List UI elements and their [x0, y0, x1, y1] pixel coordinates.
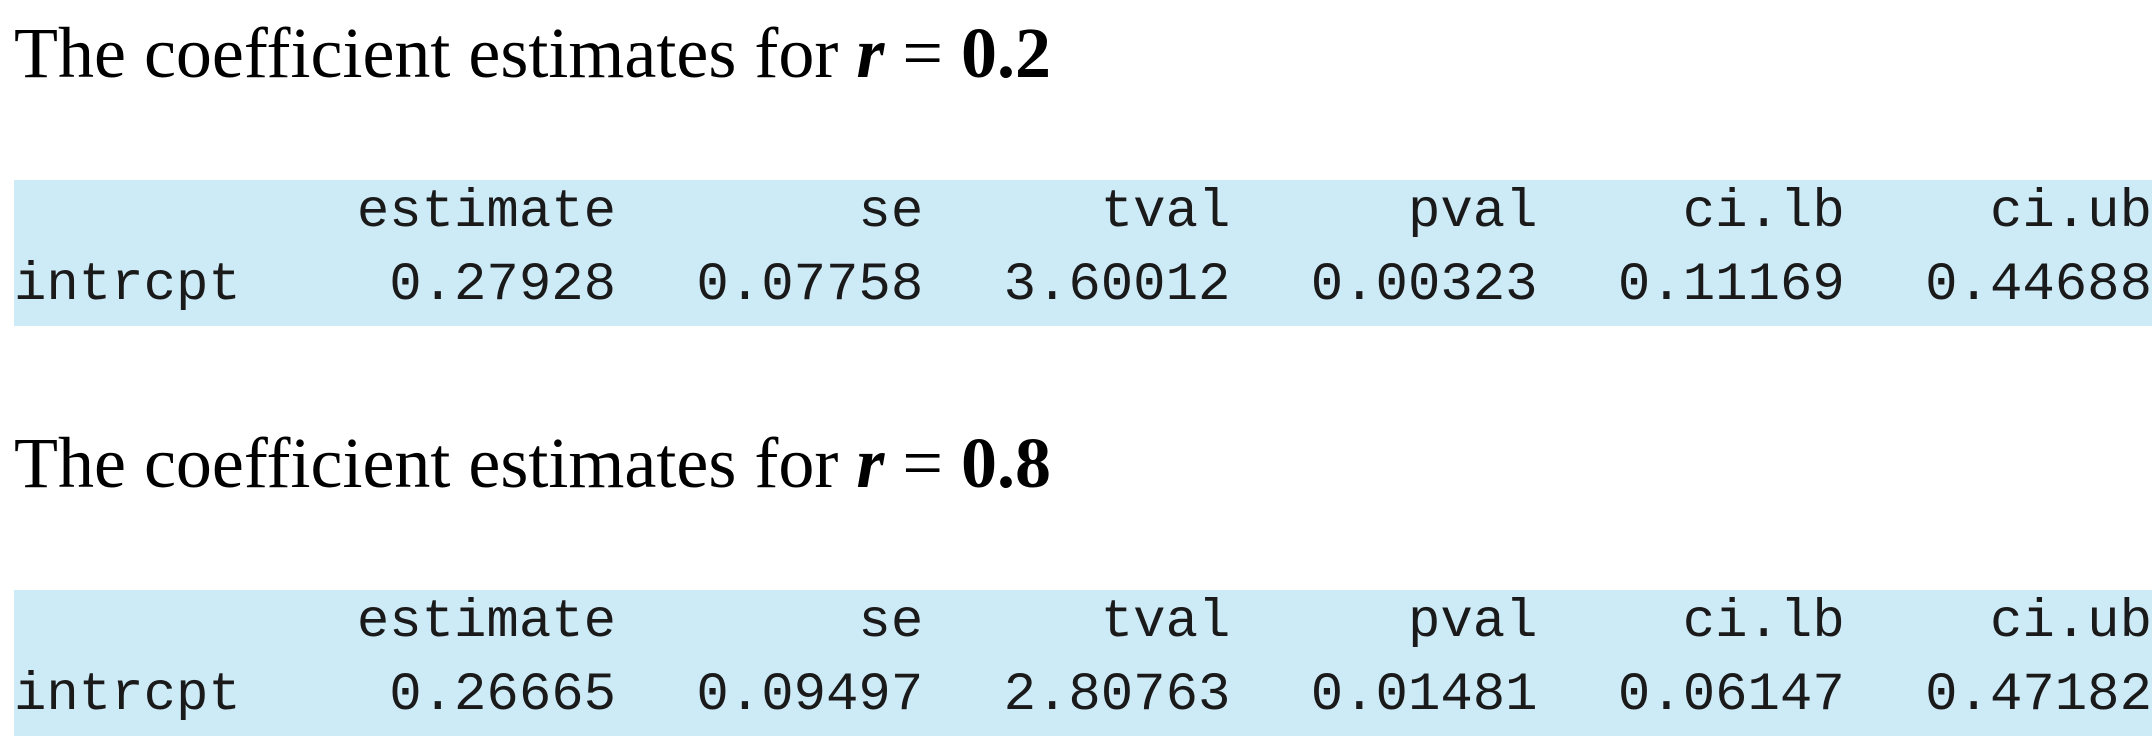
- column-header-tval: tval: [1100, 592, 1231, 653]
- heading-prefix: The coefficient estimates for: [14, 13, 857, 93]
- cell-tval: 3.60012: [1003, 255, 1231, 316]
- cell-ci-ub: 0.47182: [1925, 665, 2152, 726]
- column-header-ci-ub: ci.ub: [1989, 182, 2152, 243]
- heading-value: 0.2: [960, 13, 1051, 93]
- column-header-pval: pval: [1407, 182, 1538, 243]
- heading-variable: r: [856, 13, 885, 93]
- cell-pval: 0.01481: [1310, 665, 1538, 726]
- column-header-ci-lb: ci.lb: [1682, 182, 1845, 243]
- column-header-blank: [14, 180, 309, 246]
- coefficient-table: estimate se tval pval ci.lb ci.ub intrcp…: [14, 180, 2152, 326]
- heading-variable: r: [856, 423, 885, 503]
- table-header-row: estimate se tval pval ci.lb ci.ub: [14, 590, 2152, 656]
- column-header-ci-ub: ci.ub: [1989, 592, 2152, 653]
- column-header-tval: tval: [1100, 182, 1231, 243]
- heading-equals: =: [884, 13, 961, 93]
- coefficient-table: estimate se tval pval ci.lb ci.ub intrcp…: [14, 590, 2152, 736]
- column-header-estimate: estimate: [356, 182, 617, 243]
- cell-se: 0.07758: [696, 255, 924, 316]
- row-label: intrcpt: [14, 255, 241, 316]
- heading-prefix: The coefficient estimates for: [14, 423, 857, 503]
- section-heading: The coefficient estimates for r = 0.8: [14, 418, 1051, 508]
- heading-equals: =: [884, 423, 961, 503]
- column-header-blank: [14, 590, 309, 656]
- row-label: intrcpt: [14, 665, 241, 726]
- cell-se: 0.09497: [696, 665, 924, 726]
- section-heading: The coefficient estimates for r = 0.2: [14, 8, 1051, 98]
- table-row: intrcpt 0.26665 0.09497 2.80763 0.01481 …: [14, 656, 2152, 736]
- column-header-pval: pval: [1407, 592, 1538, 653]
- heading-value: 0.8: [960, 423, 1051, 503]
- cell-ci-lb: 0.11169: [1617, 255, 1845, 316]
- cell-pval: 0.00323: [1310, 255, 1538, 316]
- table-header-row: estimate se tval pval ci.lb ci.ub: [14, 180, 2152, 246]
- table-row: intrcpt 0.27928 0.07758 3.60012 0.00323 …: [14, 246, 2152, 326]
- cell-ci-lb: 0.06147: [1617, 665, 1845, 726]
- cell-estimate: 0.27928: [389, 255, 617, 316]
- cell-ci-ub: 0.44688: [1925, 255, 2152, 316]
- cell-estimate: 0.26665: [389, 665, 617, 726]
- column-header-se: se: [858, 182, 924, 243]
- column-header-ci-lb: ci.lb: [1682, 592, 1845, 653]
- cell-tval: 2.80763: [1003, 665, 1231, 726]
- column-header-estimate: estimate: [356, 592, 617, 653]
- column-header-se: se: [858, 592, 924, 653]
